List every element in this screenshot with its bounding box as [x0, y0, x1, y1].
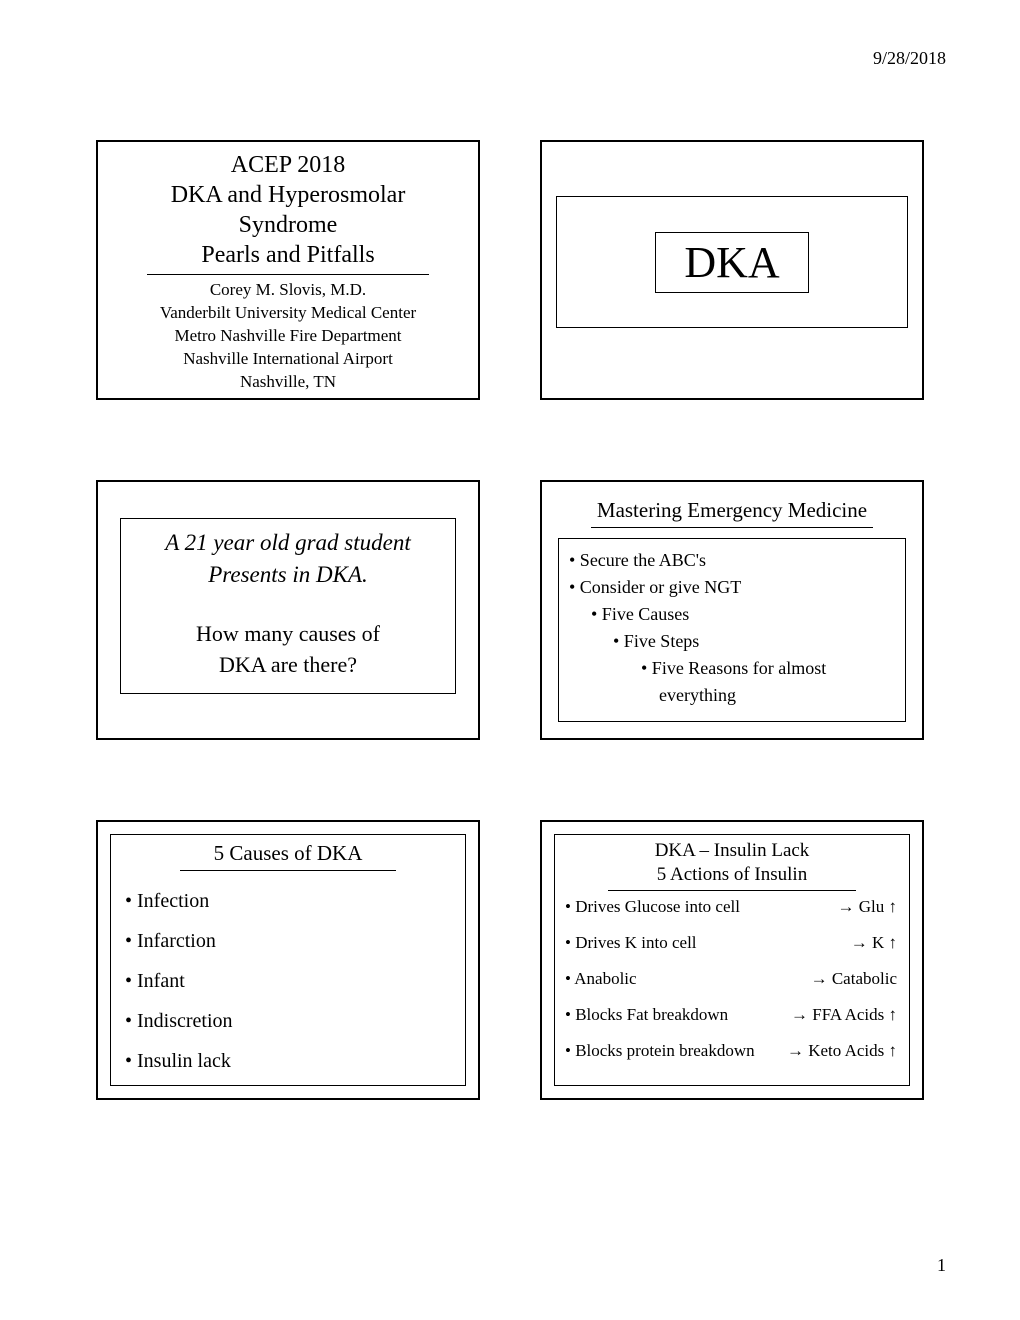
slide-title: Mastering Emergency Medicine	[542, 498, 922, 523]
slide-title: 5 Causes of DKA	[125, 841, 451, 866]
slide-2: DKA	[540, 140, 924, 400]
header-date: 9/28/2018	[873, 48, 946, 69]
divider	[608, 890, 855, 891]
slide-6: DKA – Insulin Lack 5 Actions of Insulin …	[540, 820, 924, 1100]
list-item: • Insulin lack	[125, 1041, 451, 1081]
slide-title: DKA – Insulin Lack 5 Actions of Insulin	[565, 839, 899, 887]
list-item: • Indiscretion	[125, 1001, 451, 1041]
divider	[180, 870, 395, 871]
content-box: DKA – Insulin Lack 5 Actions of Insulin …	[554, 834, 910, 1086]
list-item: • Infarction	[125, 921, 451, 961]
divider	[591, 527, 872, 528]
slide-grid: ACEP 2018 DKA and Hyperosmolar Syndrome …	[96, 140, 924, 1100]
slide-3: A 21 year old grad student Presents in D…	[96, 480, 480, 740]
table-row: • Blocks protein breakdown → Keto Acids …	[565, 1041, 899, 1061]
content-box: A 21 year old grad student Presents in D…	[120, 518, 456, 694]
content-box: • Secure the ABC's • Consider or give NG…	[558, 538, 906, 722]
page-number: 1	[937, 1255, 946, 1276]
slide-5: 5 Causes of DKA • Infection • Infarction…	[96, 820, 480, 1100]
title-box-outer: DKA	[556, 196, 908, 328]
list-item: • Infection	[125, 881, 451, 921]
list-item: • Infant	[125, 961, 451, 1001]
question-text: How many causes of DKA are there?	[127, 619, 449, 681]
divider	[147, 274, 428, 275]
table-row: • Drives Glucose into cell → Glu ↑	[565, 897, 899, 917]
content-box: 5 Causes of DKA • Infection • Infarction…	[110, 834, 466, 1086]
case-text: A 21 year old grad student Presents in D…	[127, 527, 449, 591]
slide-4: Mastering Emergency Medicine • Secure th…	[540, 480, 924, 740]
table-row: • Anabolic → Catabolic	[565, 969, 899, 989]
table-row: • Blocks Fat breakdown → FFA Acids ↑	[565, 1005, 899, 1025]
table-row: • Drives K into cell → K ↑	[565, 933, 899, 953]
slide-title: ACEP 2018 DKA and Hyperosmolar Syndrome …	[98, 150, 478, 270]
list: • Infection • Infarction • Infant • Indi…	[125, 881, 451, 1081]
slide-1: ACEP 2018 DKA and Hyperosmolar Syndrome …	[96, 140, 480, 400]
author-block: Corey M. Slovis, M.D. Vanderbilt Univers…	[98, 279, 478, 394]
title-box-inner: DKA	[655, 232, 808, 293]
